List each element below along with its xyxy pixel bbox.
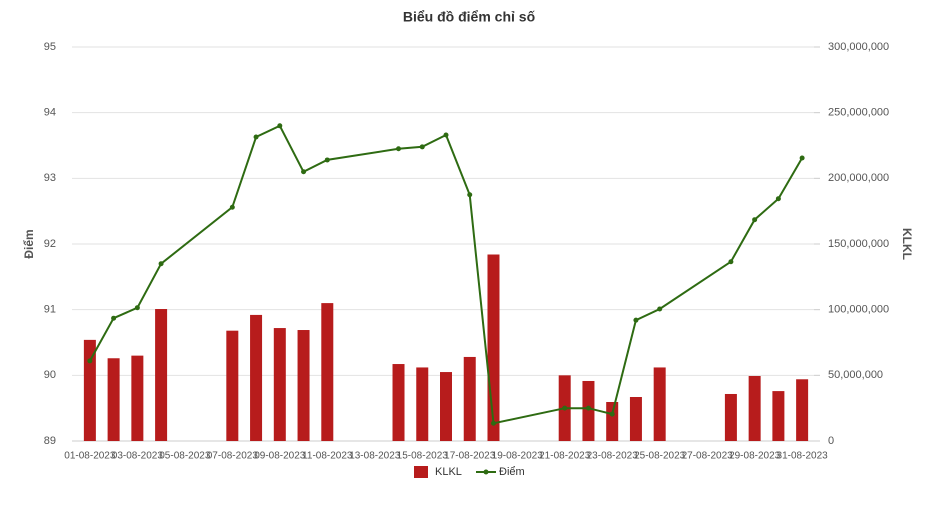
y-tick-label: 92	[44, 238, 56, 250]
bar	[487, 254, 500, 441]
bar	[273, 328, 286, 441]
x-tick-label: 03-08-2023	[112, 451, 164, 462]
bar	[416, 367, 429, 441]
x-tick-label: 23-08-2023	[587, 451, 639, 462]
line-point	[728, 259, 734, 265]
line-point	[752, 217, 758, 223]
x-tick-label: 19-08-2023	[492, 451, 544, 462]
y-tick-label: 89	[44, 435, 56, 447]
line-point	[324, 157, 330, 163]
x-tick-label: 21-08-2023	[539, 451, 591, 462]
y2-axis-label: KLKL	[900, 228, 914, 260]
x-tick-label: 09-08-2023	[254, 451, 306, 462]
line-point	[775, 196, 781, 202]
bar	[297, 330, 310, 441]
line-point	[609, 411, 615, 417]
y-tick-label: 93	[44, 172, 56, 184]
line-point	[467, 192, 473, 198]
line-point	[277, 123, 283, 129]
bar	[226, 330, 239, 441]
legend-swatch	[483, 469, 489, 475]
line-point	[229, 204, 235, 210]
y-tick-label: 95	[44, 41, 56, 53]
bar	[83, 339, 96, 441]
line-point	[657, 306, 663, 312]
bar	[440, 372, 452, 441]
x-tick-label: 27-08-2023	[682, 451, 734, 462]
legend-swatch	[414, 466, 428, 478]
x-tick-label: 29-08-2023	[729, 451, 781, 462]
chart-title: Biểu đồ điểm chỉ số	[403, 9, 536, 25]
x-tick-label: 01-08-2023	[64, 451, 116, 462]
y2-tick-label: 0	[828, 435, 834, 447]
y2-tick-label: 100,000,000	[828, 304, 889, 316]
bar	[772, 391, 785, 441]
line-point	[562, 405, 568, 411]
x-tick-label: 13-08-2023	[349, 451, 401, 462]
line-point	[443, 132, 449, 138]
line-point	[253, 134, 259, 140]
y-tick-label: 91	[44, 304, 56, 316]
bar	[796, 379, 809, 441]
bar	[392, 364, 405, 441]
bar	[653, 367, 666, 441]
x-tick-label: 11-08-2023	[302, 451, 353, 462]
bar	[463, 356, 476, 441]
line-point	[419, 144, 425, 150]
x-tick-label: 31-08-2023	[777, 451, 829, 462]
line-point	[158, 261, 164, 267]
y2-tick-label: 150,000,000	[828, 238, 889, 250]
x-tick-label: 05-08-2023	[159, 451, 211, 462]
line-point	[490, 420, 496, 426]
y2-tick-label: 300,000,000	[828, 41, 889, 53]
bar	[748, 375, 761, 441]
bar	[107, 358, 120, 441]
line-point	[134, 305, 140, 311]
x-tick-label: 15-08-2023	[397, 451, 449, 462]
line-point	[111, 315, 117, 321]
bar	[582, 380, 595, 441]
line-point	[633, 317, 639, 323]
bar	[155, 309, 168, 441]
bar	[250, 314, 263, 441]
y2-tick-label: 250,000,000	[828, 107, 889, 119]
bar	[321, 303, 334, 441]
y-axis-label: Điểm	[22, 229, 36, 258]
line-point	[87, 358, 93, 364]
bar	[131, 355, 144, 441]
y-tick-label: 94	[44, 107, 56, 119]
x-tick-label: 07-08-2023	[207, 451, 259, 462]
y2-tick-label: 50,000,000	[828, 369, 883, 381]
line-point	[396, 146, 402, 152]
bar	[629, 397, 642, 441]
legend-label: KLKL	[435, 466, 462, 478]
line-point	[585, 405, 591, 411]
bar	[724, 393, 737, 441]
x-tick-label: 17-08-2023	[444, 451, 496, 462]
y-tick-label: 90	[44, 369, 56, 381]
line-point	[799, 155, 805, 161]
y2-tick-label: 200,000,000	[828, 172, 889, 184]
legend-label: Điểm	[499, 466, 525, 478]
x-tick-label: 25-08-2023	[634, 451, 686, 462]
line-point	[301, 169, 307, 175]
bar	[606, 401, 619, 441]
